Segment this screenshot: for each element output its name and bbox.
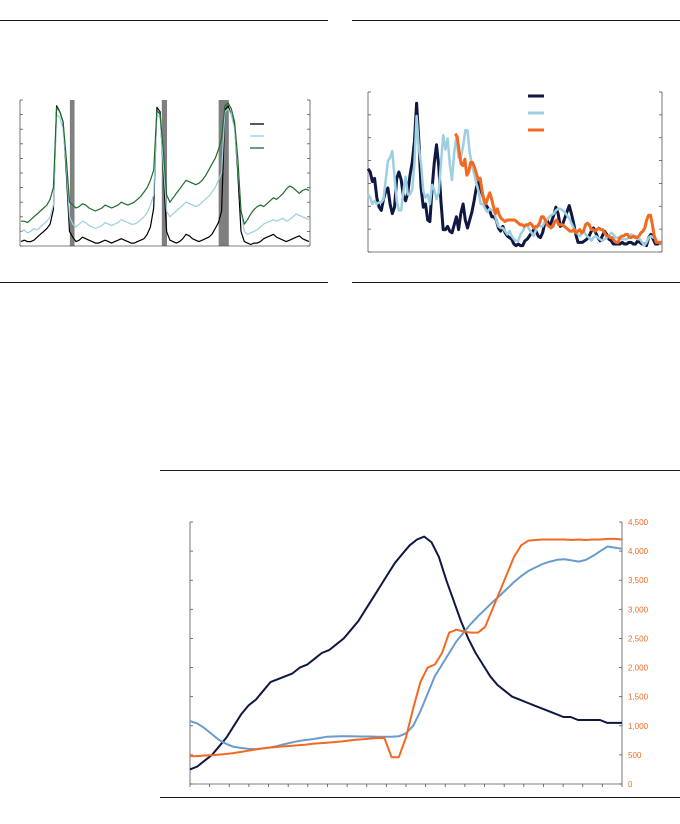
chart3-right-tick-label-5: 2,500 <box>628 634 649 643</box>
chart3-right-tick-label-1: 500 <box>628 751 642 760</box>
chart3-right-tick-label-4: 2,000 <box>628 664 649 673</box>
top-chart-left-bottom-rule <box>0 282 328 283</box>
chart1-series-3 <box>21 102 310 225</box>
chart2-series-3 <box>454 132 662 244</box>
chart3-right-tick-label-2: 1,000 <box>628 722 649 731</box>
chart3-right-tick-label-6: 3,000 <box>628 605 649 614</box>
top-chart-left-rule <box>0 20 328 21</box>
chart3-right-tick-label-8: 4,000 <box>628 547 649 556</box>
top-chart-right-bottom-rule <box>352 282 680 283</box>
chart2-series-2 <box>366 114 663 247</box>
chart3-right-tick-label-9: 4,500 <box>628 518 649 527</box>
recession-band-3 <box>218 100 229 246</box>
chart1-series-2 <box>20 108 310 235</box>
chart3-right-tick-label-3: 1,500 <box>628 693 649 702</box>
chart2-series-1 <box>366 101 663 248</box>
bottom-chart-top-rule <box>160 470 680 471</box>
chart3-series-3 <box>190 537 623 759</box>
recession-band-1 <box>69 100 75 246</box>
bottom-chart-bottom-rule <box>160 797 680 798</box>
top-chart-right-rule <box>352 20 680 21</box>
chart3-right-tick-label-0: 0 <box>628 780 633 789</box>
chart3-series-2 <box>189 545 623 751</box>
chart1-series-1 <box>20 105 310 246</box>
chart3-right-tick-label-7: 3,500 <box>628 576 649 585</box>
chart3-series-1 <box>189 535 622 771</box>
